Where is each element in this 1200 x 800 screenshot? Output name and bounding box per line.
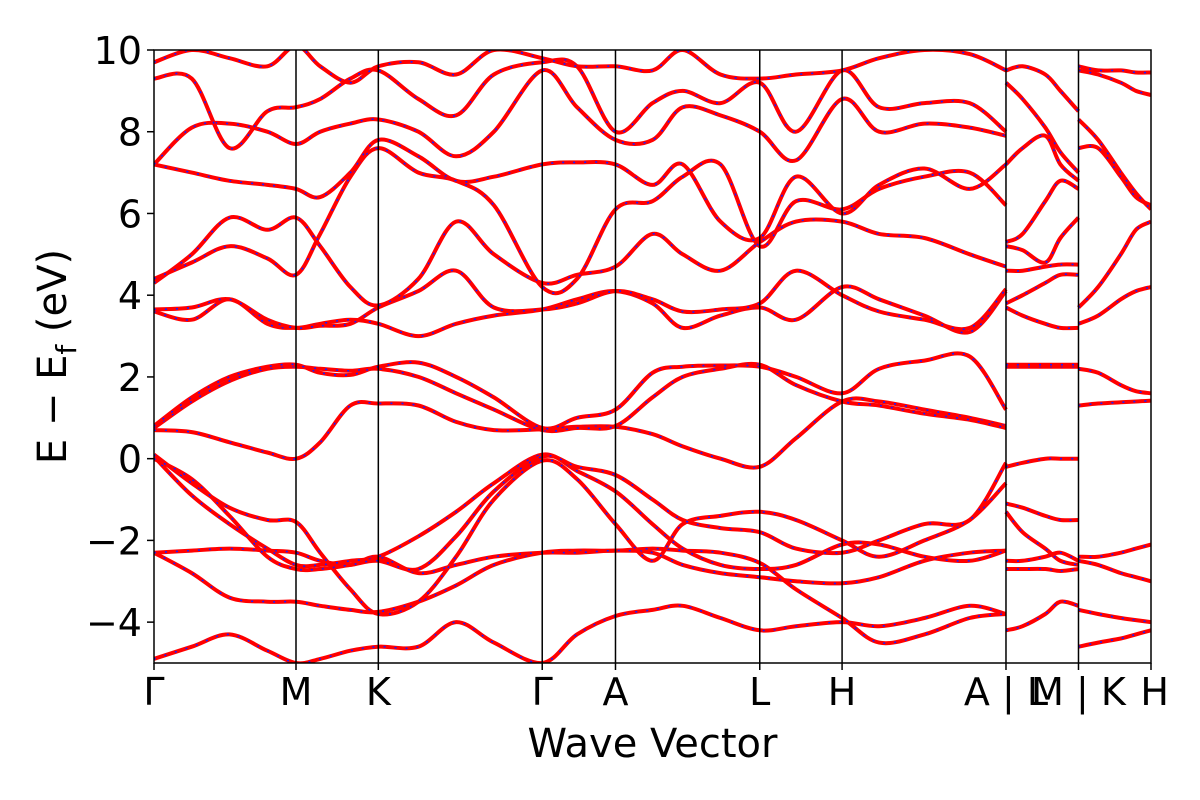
y-axis-ticks: −4 −2 0 2 4 6 8 10 <box>86 29 154 645</box>
band-line-38 <box>1078 366 1151 396</box>
band-line-10 <box>154 268 1008 332</box>
y-tick-label: 0 <box>118 438 142 482</box>
band-line-44 <box>1078 64 1151 75</box>
y-axis-label-subscript: f <box>50 344 83 355</box>
band-line-20 <box>1004 510 1079 567</box>
band-line-36 <box>1078 542 1151 560</box>
band-line-overlay-3 <box>154 453 1007 570</box>
band-line-16 <box>154 50 1007 85</box>
kpoint-label: H <box>1140 670 1169 714</box>
band-line-overlay-38 <box>1078 368 1151 395</box>
band-line-overlay-32 <box>1005 65 1080 112</box>
kpoint-label: L <box>749 670 770 714</box>
band-line-19 <box>1006 566 1079 573</box>
bands-layer <box>154 50 1151 663</box>
band-line-25 <box>1005 305 1079 331</box>
y-tick-label: 8 <box>118 111 142 155</box>
y-axis-label: E − Ef (eV) <box>30 249 83 464</box>
band-line-29 <box>1005 178 1080 244</box>
band-line-overlay-25 <box>1005 306 1079 330</box>
band-line-33 <box>1078 628 1151 649</box>
band-line-0 <box>154 603 1007 663</box>
y-tick-label: 6 <box>118 192 142 236</box>
kpoint-label: H <box>828 670 857 714</box>
band-line-5 <box>154 453 1008 573</box>
band-line-4 <box>154 452 1008 617</box>
band-line-overlay-4 <box>154 453 1007 616</box>
band-line-32 <box>1005 64 1080 113</box>
band-line-40 <box>1077 219 1151 309</box>
band-line-overlay-17 <box>1005 600 1079 632</box>
plot-frame <box>153 49 1152 664</box>
band-line-11 <box>154 214 1007 308</box>
band-line-overlay-2 <box>154 547 1007 585</box>
y-tick-label: −2 <box>86 519 142 563</box>
band-line-15 <box>154 57 1008 151</box>
band-line-6 <box>154 396 1007 470</box>
kpoint-label: K <box>366 670 392 714</box>
band-line-18 <box>1005 550 1080 564</box>
band-line-overlay-28 <box>1005 217 1080 264</box>
band-line-37 <box>1078 398 1151 408</box>
band-line-12 <box>154 146 1008 296</box>
kpoint-label: A | L <box>964 670 1048 715</box>
band-line-overlay-16 <box>154 50 1007 84</box>
band-line-overlay-26 <box>1005 273 1079 305</box>
band-line-8 <box>154 351 1008 431</box>
y-axis-label-unit: (eV) <box>30 249 76 345</box>
x-axis-label: Wave Vector <box>528 721 779 767</box>
band-line-17 <box>1005 599 1080 633</box>
band-line-26 <box>1005 272 1079 306</box>
band-line-overlay-0 <box>154 604 1007 663</box>
kpoint-label: M <box>280 670 313 714</box>
y-axis-label-main: E − E <box>30 355 76 465</box>
band-line-overlay-1 <box>154 547 1007 644</box>
band-line-overlay-29 <box>1005 179 1079 243</box>
y-tick-label: 2 <box>118 356 142 400</box>
kpoint-divider-lines <box>295 50 1080 663</box>
kpoint-label: Γ <box>143 670 164 714</box>
band-line-34 <box>1078 607 1151 625</box>
band-line-overlay-14 <box>154 69 1007 165</box>
kpoint-label: Γ <box>532 670 553 714</box>
band-line-overlay-35 <box>1078 560 1151 583</box>
band-line-22 <box>1005 456 1079 469</box>
band-line-31 <box>1004 81 1080 174</box>
kpoint-label: M | K <box>1031 670 1127 715</box>
y-tick-label: 10 <box>94 29 142 73</box>
band-line-1 <box>154 546 1007 646</box>
x-axis-ticks: Γ M K Γ A L H A | LM | K H <box>143 663 1169 715</box>
kpoint-label: A <box>602 670 628 714</box>
band-line-overlay-11 <box>154 216 1007 307</box>
band-line-overlay-21 <box>1005 502 1079 522</box>
band-line-overlay-43 <box>1078 69 1151 96</box>
band-line-30 <box>1004 133 1080 183</box>
y-tick-label: 4 <box>118 274 142 318</box>
band-line-overlay-6 <box>154 397 1007 469</box>
band-line-7 <box>154 361 1007 434</box>
band-line-35 <box>1078 558 1151 584</box>
y-tick-label: −4 <box>86 601 142 645</box>
band-line-overlay-22 <box>1005 457 1079 468</box>
band-line-27 <box>1005 262 1079 274</box>
band-line-14 <box>154 68 1007 166</box>
band-line-39 <box>1077 285 1151 326</box>
band-line-overlay-42 <box>1077 118 1151 210</box>
band-line-overlay-7 <box>154 363 1007 432</box>
band-line-42 <box>1077 118 1151 211</box>
